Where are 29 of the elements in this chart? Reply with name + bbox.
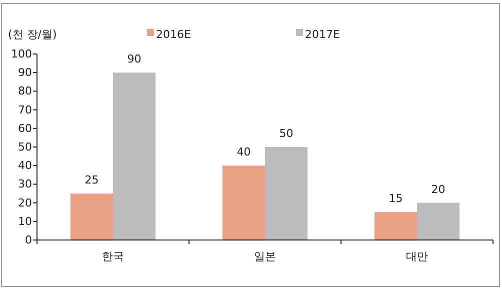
bar	[265, 147, 308, 240]
data-label: 50	[279, 127, 294, 140]
bar	[113, 72, 156, 240]
y-tick-label: 40	[18, 159, 32, 172]
x-tick-label: 대만	[406, 250, 428, 263]
y-tick-label: 60	[18, 122, 32, 135]
bar	[374, 212, 417, 240]
legend-label: 2016E	[156, 28, 191, 41]
y-tick-label: 90	[18, 66, 32, 80]
bar	[417, 202, 460, 240]
y-tick-label: 80	[18, 84, 32, 98]
y-tick-label: 10	[18, 214, 32, 228]
data-label: 15	[388, 192, 403, 206]
y-tick-label: 70	[18, 103, 32, 116]
x-tick-label: 한국	[102, 250, 124, 263]
y-axis-title: (천 장/월)	[8, 28, 57, 41]
legend-label: 2017E	[305, 28, 340, 41]
y-tick-label: 20	[18, 196, 32, 210]
data-label: 20	[431, 182, 446, 196]
data-label: 90	[127, 52, 142, 66]
y-tick-label: 30	[18, 178, 32, 191]
data-label: 25	[84, 174, 99, 186]
data-label: 40	[236, 146, 251, 159]
y-tick-label: 0	[25, 234, 32, 247]
bar	[70, 194, 113, 240]
x-tick-label: 일본	[254, 250, 276, 263]
y-tick-label: 100	[11, 48, 32, 61]
y-tick-label: 50	[18, 140, 32, 154]
bar	[222, 166, 265, 240]
